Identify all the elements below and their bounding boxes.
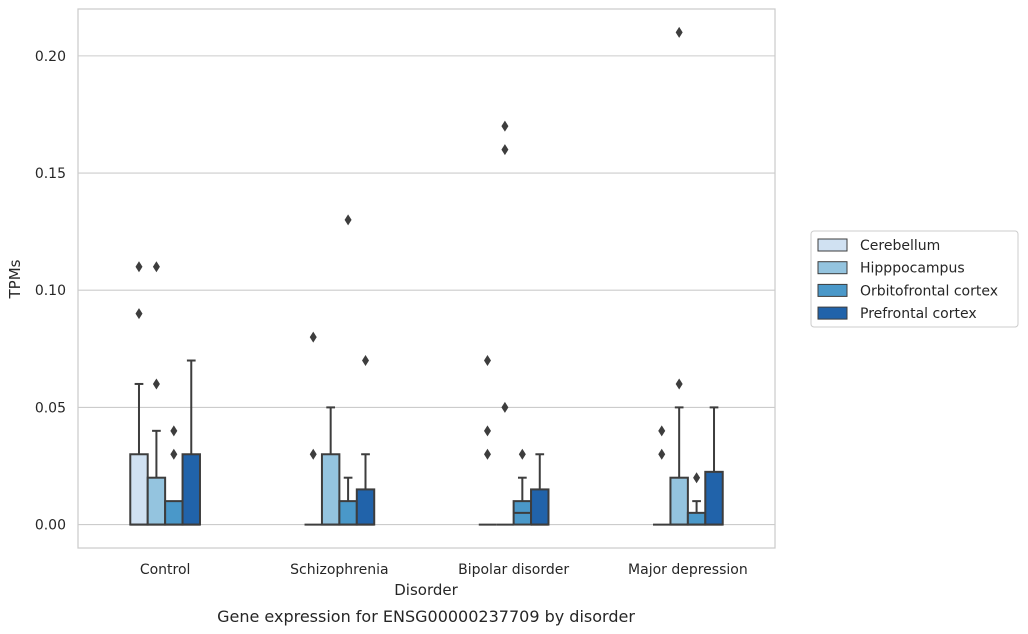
box-body — [669, 476, 689, 526]
outlier-point — [483, 355, 491, 367]
outlier-point — [501, 120, 509, 132]
box-hipppocampus — [146, 261, 167, 526]
box-orbitofrontal-cortex — [164, 425, 184, 526]
outlier-point — [170, 425, 178, 437]
x-axis-title: Disorder — [394, 581, 458, 599]
outlier-point — [501, 401, 509, 413]
box-prefrontal-cortex — [530, 453, 550, 526]
y-tick-labels: 0.00 0.05 0.10 0.15 0.20 — [35, 49, 66, 534]
y-tick-label: 0.05 — [35, 400, 66, 416]
box-cerebellum — [129, 261, 149, 526]
outlier-point — [483, 448, 491, 460]
outlier-point — [170, 448, 178, 460]
outlier-point — [675, 26, 683, 38]
legend-swatch — [817, 283, 848, 297]
legend-frame — [810, 230, 1019, 328]
box-body — [320, 453, 341, 526]
legend-label: Prefrontal cortex — [860, 306, 977, 322]
x-tick-label: Schizophrenia — [290, 562, 388, 578]
box-orbitofrontal-cortex — [338, 214, 358, 526]
box-body — [686, 511, 707, 526]
outlier-point — [362, 355, 370, 367]
outlier-point — [501, 144, 509, 156]
outlier-point — [152, 261, 160, 273]
box-cerebellum — [478, 355, 497, 526]
outlier-point — [152, 378, 160, 390]
y-tick-label: 0.20 — [35, 49, 66, 65]
x-tick-label: Control — [140, 562, 191, 578]
y-tick-label: 0.10 — [35, 283, 66, 299]
box-body — [704, 470, 724, 526]
box-hipppocampus — [320, 406, 341, 526]
box-orbitofrontal-cortex — [512, 448, 533, 526]
x-tick-label: Major depression — [628, 562, 748, 578]
chart-caption: Gene expression for ENSG00000237709 by d… — [217, 607, 635, 626]
box-body — [146, 476, 167, 526]
legend-swatch — [817, 306, 848, 320]
box-prefrontal-cortex — [704, 406, 724, 526]
legend-label: Orbitofrontal cortex — [860, 283, 998, 299]
outlier-point — [483, 425, 491, 437]
outlier-point — [658, 448, 666, 460]
legend-swatch — [817, 261, 848, 275]
box-prefrontal-cortex — [355, 355, 376, 526]
x-tick-labels: Control Schizophrenia Bipolar disorder Majo… — [140, 562, 748, 578]
box-hipppocampus — [496, 120, 514, 526]
boxes-layer — [129, 26, 724, 526]
y-tick-label: 0.15 — [35, 166, 66, 182]
outlier-point — [135, 308, 143, 320]
legend: Cerebellum Hipppocampus Orbitofrontal cort… — [810, 230, 1019, 328]
legend-swatch — [817, 238, 848, 252]
plot-frame — [77, 8, 776, 549]
y-axis-title: TPMs — [6, 259, 24, 299]
box-body — [181, 453, 201, 526]
box-body — [355, 488, 376, 526]
outlier-point — [135, 261, 143, 273]
outlier-point — [675, 378, 683, 390]
box-body — [164, 500, 184, 526]
outlier-point — [658, 425, 666, 437]
box-cerebellum — [304, 331, 322, 526]
box-cerebellum — [653, 425, 671, 526]
box-body — [129, 453, 149, 526]
outlier-point — [309, 448, 317, 460]
outlier-point — [693, 472, 701, 484]
box-prefrontal-cortex — [181, 359, 201, 526]
box-orbitofrontal-cortex — [686, 472, 707, 526]
box-body — [530, 488, 550, 526]
box-hipppocampus — [669, 26, 689, 526]
legend-label: Cerebellum — [860, 238, 940, 254]
outlier-point — [344, 214, 352, 226]
legend-label: Hipppocampus — [860, 261, 965, 277]
outlier-point — [518, 448, 526, 460]
outlier-point — [309, 331, 317, 343]
x-tick-label: Bipolar disorder — [458, 562, 569, 578]
box-body — [338, 500, 358, 526]
y-tick-label: 0.00 — [35, 518, 66, 534]
